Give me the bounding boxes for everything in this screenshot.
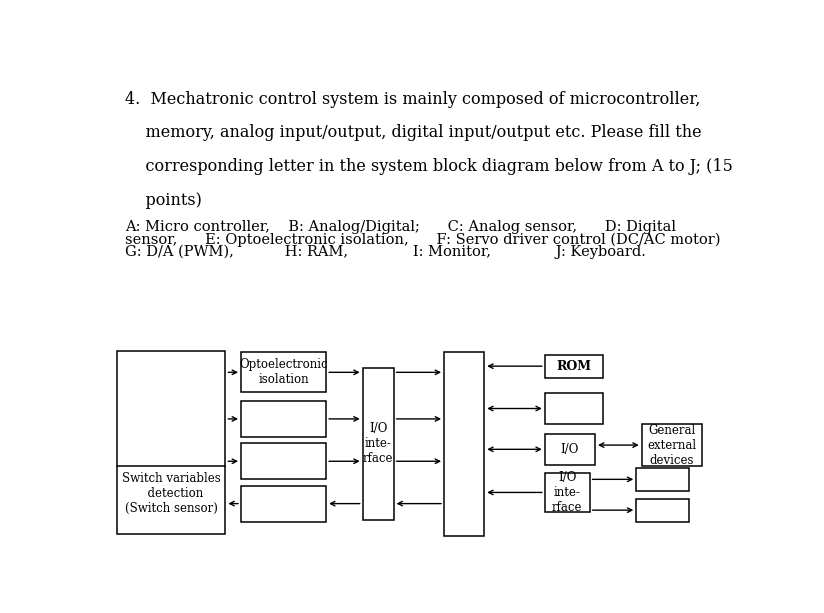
Text: Switch variables
  detection
(Switch sensor): Switch variables detection (Switch senso… <box>122 473 221 516</box>
Bar <box>241 352 326 392</box>
Text: ROM: ROM <box>556 360 592 373</box>
Bar <box>545 354 603 378</box>
Bar <box>117 351 226 534</box>
Text: 4.  Mechatronic control system is mainly composed of microcontroller,: 4. Mechatronic control system is mainly … <box>124 91 700 107</box>
Text: I/O: I/O <box>561 443 579 456</box>
Bar <box>636 468 689 491</box>
Bar <box>545 434 595 465</box>
Text: corresponding letter in the system block diagram below from A to J; (15: corresponding letter in the system block… <box>124 158 733 175</box>
Bar <box>241 443 326 479</box>
Text: I/O
inte-
rface: I/O inte- rface <box>363 422 393 465</box>
Text: General
external
devices: General external devices <box>648 424 696 466</box>
Text: sensor,      E: Optoelectronic isolation,      F: Servo driver control (DC/AC mo: sensor, E: Optoelectronic isolation, F: … <box>124 232 720 246</box>
Bar <box>363 368 394 520</box>
Text: memory, analog input/output, digital input/output etc. Please fill the: memory, analog input/output, digital inp… <box>124 124 701 142</box>
Bar <box>642 424 702 466</box>
Bar <box>636 498 689 522</box>
Text: I/O
inte-
rface: I/O inte- rface <box>552 471 583 514</box>
Text: points): points) <box>124 192 202 209</box>
Bar <box>444 352 485 536</box>
Text: G: D/A (PWM),           H: RAM,              I: Monitor,              J: Keyboar: G: D/A (PWM), H: RAM, I: Monitor, J: Key… <box>124 245 645 259</box>
Text: Optoelectronic
isolation: Optoelectronic isolation <box>239 359 328 386</box>
Bar <box>241 401 326 437</box>
Text: A: Micro controller,    B: Analog/Digital;      C: Analog sensor,      D: Digita: A: Micro controller, B: Analog/Digital; … <box>124 220 676 234</box>
Bar <box>545 473 590 512</box>
Bar <box>241 485 326 522</box>
Bar <box>545 393 603 424</box>
